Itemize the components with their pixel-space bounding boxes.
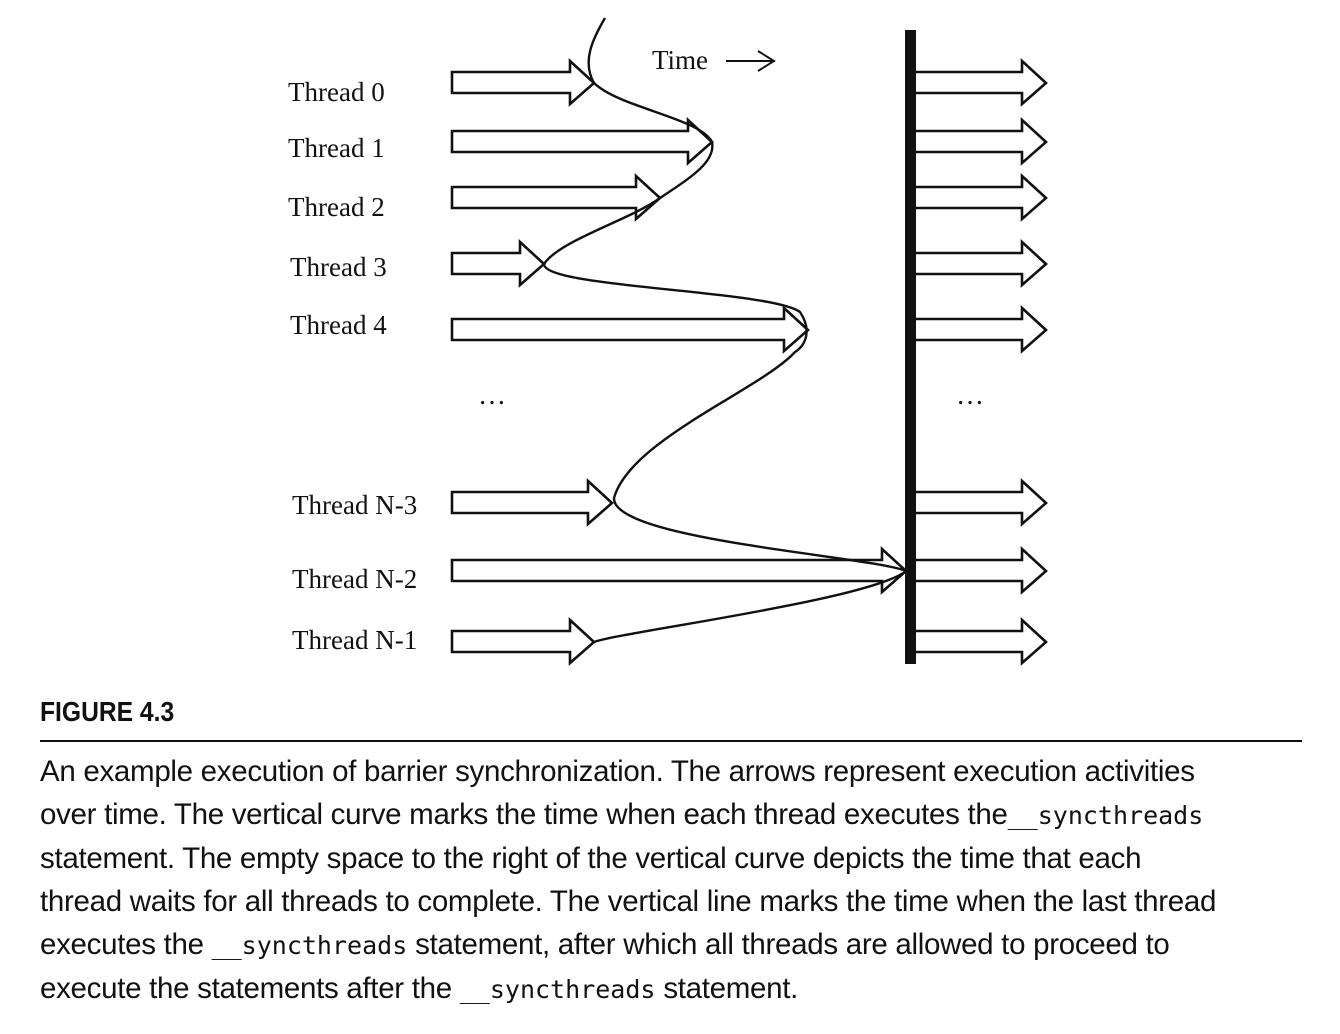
caption-text: executes the xyxy=(40,928,212,961)
caption-line: statement. The empty space to the right … xyxy=(40,842,1142,875)
thread-label-n-2: Thread N-2 xyxy=(292,564,417,594)
thread-n-3-post-arrow xyxy=(916,478,1048,527)
barrier-sync-diagram: Thread 0 Thread 1 Thread 2 Thread 3 Thre… xyxy=(288,17,1048,666)
thread-3-post-arrow xyxy=(916,239,1048,288)
thread-1-pre-arrow xyxy=(450,117,714,166)
thread-n-1-pre-arrow xyxy=(450,617,596,666)
thread-0-pre-arrow xyxy=(450,58,596,107)
thread-2-pre-arrow xyxy=(450,173,662,222)
caption-line: execute the statements after the __synct… xyxy=(40,967,1302,1011)
figure-label: FIGURE 4.3 xyxy=(40,696,175,727)
thread-label-n-1: Thread N-1 xyxy=(292,625,417,655)
thread-label-2: Thread 2 xyxy=(288,192,385,222)
thread-1-post-arrow xyxy=(916,117,1048,166)
thread-2-post-arrow xyxy=(916,173,1048,222)
thread-label-4: Thread 4 xyxy=(290,310,387,340)
thread-0-post-arrow xyxy=(916,58,1048,107)
caption-code: __syncthreads xyxy=(459,975,656,1004)
caption-text: over time. The vertical curve marks the … xyxy=(40,798,1008,831)
thread-n-2-pre-arrow xyxy=(450,546,908,595)
caption-divider xyxy=(40,740,1302,742)
caption-text: statement, after which all threads are a… xyxy=(407,928,1170,961)
barrier-line xyxy=(905,30,916,664)
thread-label-3: Thread 3 xyxy=(290,252,387,282)
thread-label-1: Thread 1 xyxy=(288,133,385,163)
caption-text: statement. xyxy=(655,972,799,1005)
thread-n-1-post-arrow xyxy=(916,617,1048,666)
caption-line: executes the __syncthreads statement, af… xyxy=(40,923,1302,967)
time-label: Time xyxy=(652,45,708,75)
thread-label-0: Thread 0 xyxy=(288,77,385,107)
thread-label-n-3: Thread N-3 xyxy=(292,490,417,520)
thread-n-2-post-arrow xyxy=(916,546,1048,595)
caption-code: __syncthreads xyxy=(211,931,408,960)
thread-4-post-arrow xyxy=(916,305,1048,354)
thread-n-3-pre-arrow xyxy=(450,478,614,527)
thread-4-pre-arrow xyxy=(450,305,810,354)
caption-line: over time. The vertical curve marks the … xyxy=(40,793,1302,837)
caption-text: execute the statements after the xyxy=(40,972,460,1005)
time-arrow-icon xyxy=(726,50,776,72)
ellipsis-right: … xyxy=(956,380,986,411)
figure-caption: An example execution of barrier synchron… xyxy=(40,750,1302,1011)
thread-3-pre-arrow xyxy=(450,239,546,288)
caption-line: An example execution of barrier synchron… xyxy=(40,755,1195,788)
caption-code: __syncthreads xyxy=(1007,801,1204,830)
ellipsis-left: … xyxy=(478,380,508,411)
caption-line: thread waits for all threads to complete… xyxy=(40,885,1217,918)
sync-time-curve xyxy=(542,17,909,644)
